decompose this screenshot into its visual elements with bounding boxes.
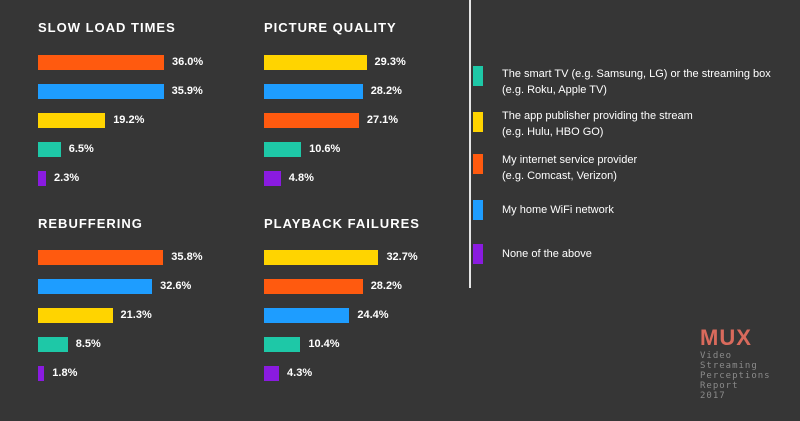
bar-value-label: 4.8% bbox=[288, 172, 314, 184]
bar-none bbox=[264, 366, 280, 381]
bar-none bbox=[264, 171, 281, 186]
bar-app-publisher bbox=[264, 250, 379, 265]
bar-value-label: 36.0% bbox=[172, 56, 204, 68]
vertical-divider bbox=[469, 0, 471, 288]
chart-title: PLAYBACK FAILURES bbox=[264, 216, 420, 231]
legend-swatch bbox=[473, 154, 483, 174]
bar-isp bbox=[38, 55, 164, 70]
bar-value-label: 19.2% bbox=[113, 114, 145, 126]
legend-swatch bbox=[473, 112, 483, 132]
bar-app-publisher bbox=[38, 113, 106, 128]
bar-value-label: 35.8% bbox=[171, 251, 203, 263]
bar-value-label: 10.4% bbox=[308, 338, 340, 350]
bar-smart-tv bbox=[38, 142, 61, 157]
mux-logo: MUX Video Streaming Perceptions Report 2… bbox=[700, 325, 771, 402]
bar-wifi bbox=[264, 308, 350, 323]
legend-label: The app publisher providing the stream (… bbox=[502, 110, 693, 138]
bar-none bbox=[38, 171, 47, 186]
bar-value-label: 2.3% bbox=[54, 172, 80, 184]
bar-app-publisher bbox=[38, 308, 113, 323]
chart-title: REBUFFERING bbox=[38, 216, 143, 231]
bar-value-label: 4.3% bbox=[287, 367, 313, 379]
bar-value-label: 32.6% bbox=[160, 280, 192, 292]
bar-smart-tv bbox=[38, 337, 68, 352]
legend-label: The smart TV (e.g. Samsung, LG) or the s… bbox=[502, 68, 771, 96]
bar-isp bbox=[264, 113, 359, 128]
legend-swatch bbox=[473, 244, 483, 264]
legend-label: My home WiFi network bbox=[502, 204, 614, 216]
bar-value-label: 29.3% bbox=[374, 56, 406, 68]
bar-value-label: 1.8% bbox=[52, 367, 78, 379]
legend-label: None of the above bbox=[502, 248, 592, 260]
bar-value-label: 21.3% bbox=[120, 309, 152, 321]
logo-subtitle: Video Streaming Perceptions Report 2017 bbox=[700, 351, 771, 401]
bar-none bbox=[38, 366, 45, 381]
chart-title: SLOW LOAD TIMES bbox=[38, 20, 176, 35]
bar-value-label: 27.1% bbox=[366, 114, 399, 126]
bar-value-label: 6.5% bbox=[68, 143, 94, 155]
chart-title: PICTURE QUALITY bbox=[264, 20, 397, 35]
bar-value-label: 28.2% bbox=[370, 280, 402, 292]
bar-value-label: 35.9% bbox=[171, 85, 203, 97]
logo-wordmark: MUX bbox=[700, 325, 752, 350]
bar-value-label: 10.6% bbox=[309, 143, 341, 155]
bar-wifi bbox=[38, 84, 164, 99]
bar-isp bbox=[38, 250, 164, 265]
legend-label: My internet service provider (e.g. Comca… bbox=[502, 154, 638, 182]
bar-smart-tv bbox=[264, 337, 301, 352]
bar-wifi bbox=[264, 84, 363, 99]
bar-value-label: 24.4% bbox=[357, 309, 389, 321]
bar-isp bbox=[264, 279, 363, 294]
legend-swatch bbox=[473, 66, 483, 86]
bar-smart-tv bbox=[264, 142, 302, 157]
bar-app-publisher bbox=[264, 55, 367, 70]
bar-wifi bbox=[38, 279, 153, 294]
bar-value-label: 32.7% bbox=[386, 251, 418, 263]
legend-swatch bbox=[473, 200, 483, 220]
bar-value-label: 28.2% bbox=[370, 85, 402, 97]
bar-value-label: 8.5% bbox=[75, 338, 101, 350]
